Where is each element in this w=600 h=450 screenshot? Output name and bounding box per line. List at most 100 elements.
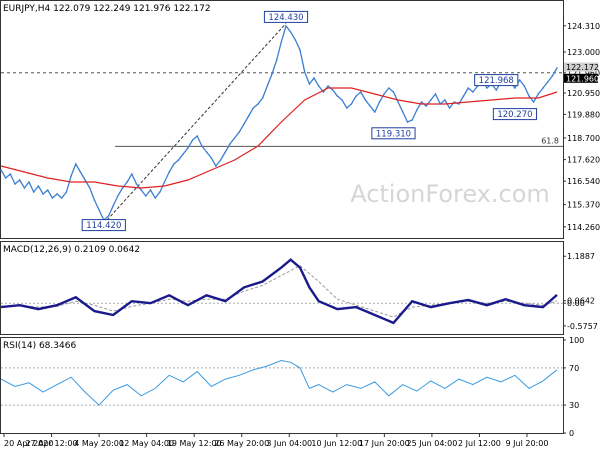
price-point — [173, 163, 175, 165]
price-point — [537, 93, 540, 95]
price-point — [317, 85, 320, 87]
price-point — [60, 197, 63, 199]
price-tick-label: 119.880 — [567, 110, 600, 119]
price-point — [126, 181, 128, 183]
price-point — [411, 119, 413, 121]
price-point — [341, 99, 343, 101]
price-line — [0, 24, 558, 222]
macd-tick-label: -0.5757 — [567, 322, 598, 331]
price-point — [117, 195, 119, 197]
price-point — [205, 151, 208, 153]
price-tick-label: 115.370 — [567, 201, 600, 210]
price-point — [495, 89, 498, 91]
price-point — [238, 131, 241, 133]
price-point — [243, 123, 245, 125]
price-point — [74, 163, 77, 165]
price-point — [542, 87, 544, 89]
price-point — [387, 87, 390, 89]
rsi-header: RSI(14) 68.3466 — [3, 341, 76, 351]
price-point — [46, 189, 49, 191]
price-tick-label: 118.700 — [567, 134, 600, 143]
price-point — [219, 159, 222, 161]
x-tick-label: 4 May 20:00 — [74, 439, 124, 448]
price-point — [444, 99, 446, 101]
price-point — [523, 85, 526, 87]
price-point — [285, 25, 287, 27]
price-point — [331, 89, 334, 91]
macd-line — [0, 258, 558, 325]
price-point — [434, 93, 437, 95]
price-point — [252, 107, 255, 109]
annotation-label: 114.420 — [86, 221, 121, 231]
moving-average-line — [0, 87, 558, 189]
price-point — [397, 101, 399, 103]
price-point — [271, 73, 273, 75]
price-point — [420, 101, 423, 103]
price-point — [28, 181, 30, 183]
price-panel-frame — [0, 0, 564, 239]
price-point — [56, 193, 58, 195]
x-tick-label: 19 May 12:00 — [167, 439, 222, 448]
price-point — [345, 107, 348, 109]
trendline — [103, 23, 287, 224]
price-point — [472, 91, 474, 93]
price-point — [182, 153, 185, 155]
price-point — [266, 85, 269, 87]
price-point — [187, 147, 189, 149]
current-price-box — [564, 73, 598, 83]
price-point — [18, 179, 21, 181]
macd-layer — [0, 258, 563, 325]
price-tick-label: 124.310 — [567, 22, 600, 31]
macd-tick-label: 0.0642 — [567, 297, 595, 306]
rsi-tick-label: 70 — [569, 364, 579, 373]
price-point — [458, 103, 460, 105]
price-point — [448, 107, 451, 109]
price-point — [462, 95, 465, 97]
current-price-box — [564, 62, 598, 72]
price-point — [322, 91, 325, 93]
annotation-box — [492, 108, 538, 121]
price-point — [486, 87, 488, 89]
price-point — [112, 205, 114, 207]
x-tick-label: 2 Jul 12:00 — [458, 439, 501, 448]
x-tick-label: 26 May 20:00 — [214, 439, 269, 448]
price-point — [233, 137, 236, 139]
rsi-tick-label: 30 — [569, 401, 579, 410]
price-point — [518, 79, 521, 81]
price-point — [79, 171, 82, 173]
price-point — [299, 49, 301, 51]
annotation-label: 124.430 — [268, 13, 303, 23]
x-tick-label: 17 Jun 20:00 — [359, 439, 410, 448]
price-point — [4, 177, 7, 179]
price-point — [215, 165, 217, 167]
price-point — [289, 31, 292, 33]
price-point — [98, 209, 100, 211]
price-point — [313, 77, 315, 79]
rsi-line — [0, 359, 558, 406]
x-tick-label: 3 Jun 04:00 — [266, 439, 312, 448]
price-point — [32, 191, 35, 193]
macd-tick-label: 1.1887 — [567, 252, 595, 261]
price-point — [159, 191, 161, 193]
price-point — [402, 111, 404, 113]
price-point — [425, 105, 427, 107]
macd-tick-label: 0.00 — [567, 299, 585, 308]
price-point — [135, 183, 138, 185]
price-tick-label: 121.960 — [567, 69, 600, 78]
price-point — [224, 151, 227, 153]
price-point — [9, 173, 12, 175]
rsi-panel-frame — [0, 337, 564, 434]
rsi-tick-label: 0 — [569, 429, 574, 438]
price-point — [0, 169, 2, 171]
price-point — [37, 185, 40, 187]
annotation-box — [263, 10, 309, 23]
level-label: 61.8 — [541, 136, 559, 145]
price-point — [416, 109, 418, 111]
price-point — [514, 87, 516, 89]
price-point — [191, 139, 194, 141]
x-tick-label: 12 May 04:00 — [119, 439, 174, 448]
price-tick-label: 117.620 — [567, 156, 600, 165]
price-point — [383, 93, 385, 95]
price-point — [336, 95, 339, 97]
price-point — [532, 101, 535, 103]
